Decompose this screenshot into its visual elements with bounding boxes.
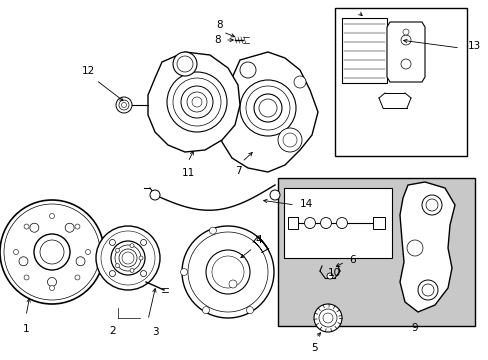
Text: 4: 4 [254, 235, 261, 245]
Circle shape [4, 204, 100, 300]
Text: 2: 2 [109, 326, 116, 336]
Circle shape [205, 250, 249, 294]
Circle shape [417, 280, 437, 300]
Circle shape [320, 217, 331, 229]
Circle shape [75, 275, 80, 280]
Text: 3: 3 [151, 327, 158, 337]
Circle shape [318, 309, 336, 327]
Polygon shape [148, 52, 240, 152]
Circle shape [19, 257, 28, 266]
Circle shape [278, 128, 302, 152]
Text: 8: 8 [216, 20, 223, 30]
Circle shape [400, 35, 410, 45]
Circle shape [167, 72, 226, 132]
Circle shape [122, 252, 134, 264]
Circle shape [115, 248, 119, 252]
Circle shape [173, 52, 197, 76]
Circle shape [130, 268, 134, 273]
Circle shape [85, 249, 90, 255]
Circle shape [323, 313, 332, 323]
Circle shape [173, 78, 221, 126]
Circle shape [65, 223, 74, 232]
Circle shape [259, 99, 276, 117]
Circle shape [269, 190, 280, 200]
Circle shape [47, 278, 57, 287]
Circle shape [101, 231, 155, 285]
Circle shape [326, 273, 332, 279]
Text: 11: 11 [181, 168, 194, 178]
Circle shape [253, 94, 282, 122]
Circle shape [111, 241, 145, 275]
Circle shape [177, 56, 193, 72]
Circle shape [406, 240, 422, 256]
Circle shape [109, 239, 115, 246]
Circle shape [76, 257, 85, 266]
Circle shape [240, 80, 295, 136]
Circle shape [228, 280, 237, 288]
Circle shape [115, 264, 119, 267]
Text: 8: 8 [214, 35, 221, 45]
Circle shape [96, 226, 160, 290]
Circle shape [192, 97, 202, 107]
Circle shape [14, 249, 19, 255]
Circle shape [40, 240, 64, 264]
Circle shape [313, 304, 341, 332]
Circle shape [180, 269, 187, 275]
Circle shape [49, 285, 54, 291]
Circle shape [121, 103, 126, 108]
Circle shape [34, 234, 70, 270]
Polygon shape [386, 22, 424, 82]
Circle shape [119, 249, 137, 267]
Circle shape [246, 307, 253, 314]
Circle shape [24, 224, 29, 229]
Circle shape [139, 256, 142, 260]
Circle shape [245, 86, 289, 130]
Circle shape [115, 245, 141, 271]
Circle shape [140, 271, 146, 276]
Text: 6: 6 [348, 255, 355, 265]
Circle shape [212, 256, 244, 288]
Circle shape [209, 227, 216, 234]
Text: 13: 13 [467, 41, 480, 51]
Circle shape [421, 284, 433, 296]
Circle shape [24, 275, 29, 280]
Circle shape [30, 223, 39, 232]
Text: 7: 7 [234, 166, 241, 176]
Bar [287, 217, 297, 229]
Circle shape [425, 199, 437, 211]
Text: 9: 9 [411, 323, 417, 333]
Circle shape [116, 97, 132, 113]
Text: 5: 5 [310, 343, 317, 353]
Circle shape [336, 217, 347, 229]
Circle shape [150, 190, 160, 200]
Text: 1: 1 [22, 324, 29, 334]
Circle shape [140, 239, 146, 246]
Circle shape [304, 217, 315, 229]
Circle shape [240, 62, 256, 78]
Text: 12: 12 [81, 66, 95, 76]
Circle shape [186, 92, 206, 112]
Bar [372, 217, 384, 229]
Circle shape [119, 100, 129, 110]
Text: 14: 14 [299, 199, 313, 209]
Bar [284, 188, 391, 258]
Circle shape [402, 29, 408, 35]
Circle shape [400, 59, 410, 69]
Polygon shape [218, 52, 317, 172]
Polygon shape [399, 182, 454, 312]
Circle shape [75, 224, 80, 229]
Text: 10: 10 [327, 268, 340, 278]
Bar [278, 178, 474, 326]
Circle shape [109, 271, 115, 276]
Circle shape [0, 200, 104, 304]
Bar [341, 18, 386, 83]
Circle shape [283, 133, 296, 147]
Circle shape [421, 195, 441, 215]
Circle shape [293, 76, 305, 88]
Circle shape [202, 307, 209, 314]
Circle shape [49, 213, 54, 219]
Bar [334, 8, 466, 156]
Circle shape [181, 86, 213, 118]
Circle shape [130, 244, 134, 248]
